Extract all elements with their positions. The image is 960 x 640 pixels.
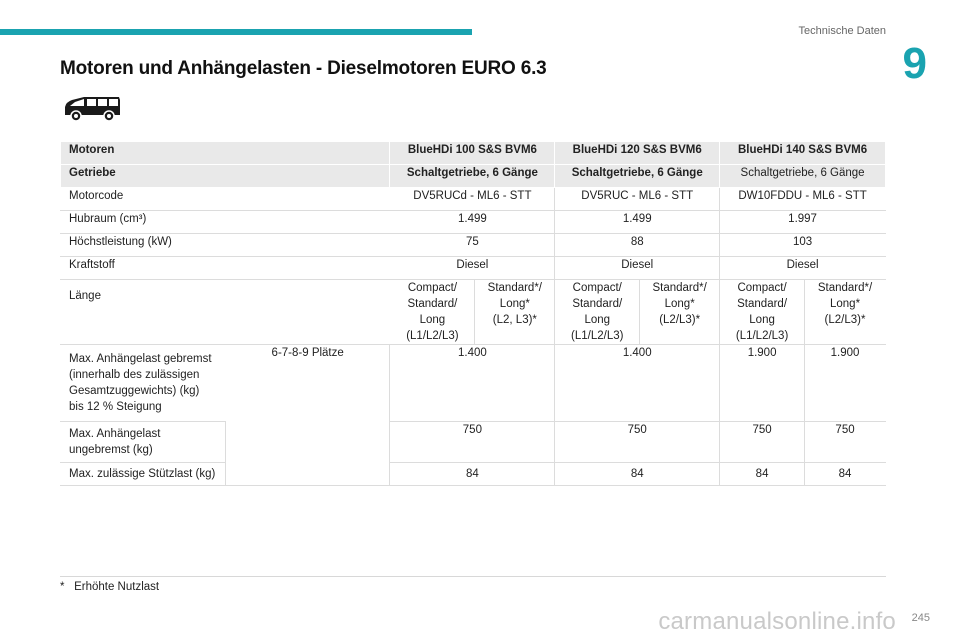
header-accent-bar <box>0 29 472 35</box>
unbraked-load-row: Max. Anhängelast ungebremst (kg) 750 750 … <box>60 421 886 463</box>
length-cell: Compact/Standard/ Long (L1/L2/L3) <box>389 279 476 345</box>
footnote-mark: * <box>60 581 65 593</box>
table-cell: Diesel <box>719 256 886 280</box>
table-cell: DV5RUC - ML6 - STT <box>554 187 721 211</box>
row-label: Kraftstoff <box>59 256 391 280</box>
nose-weight-row: Max. zulässige Stützlast (kg) 84 84 84 8… <box>60 462 886 486</box>
table-cell: 88 <box>554 233 721 257</box>
row-label: Max. Anhängelast gebremst (innerhalb des … <box>60 344 226 422</box>
table-cell: DV5RUCd - ML6 - STT <box>389 187 556 211</box>
length-cell: Standard*/Long* (L2/L3)* <box>639 279 721 345</box>
table-cell: Diesel <box>389 256 556 280</box>
row-label: Motorcode <box>59 187 391 211</box>
table-cell: 750 <box>554 421 721 463</box>
gearbox-row: Getriebe Schaltgetriebe, 6 Gänge Schaltg… <box>59 164 886 188</box>
table-cell: Schaltgetriebe, 6 Gänge <box>719 164 886 188</box>
seats-cell: 6-7-8-9 Plätze <box>224 344 391 486</box>
table-row: Höchstleistung (kW) 75 88 103 <box>59 233 886 257</box>
table-cell: 1.400 <box>554 344 721 422</box>
table-cell: 1.499 <box>389 210 556 234</box>
table-row: Kraftstoff Diesel Diesel Diesel <box>59 256 886 280</box>
footnote-text: Erhöhte Nutzlast <box>74 581 160 593</box>
table-cell: 1.900 <box>719 344 806 422</box>
table-cell: DW10FDDU - ML6 - STT <box>719 187 886 211</box>
header-cell: BlueHDi 140 S&S BVM6 <box>719 141 886 165</box>
table-cell: 1.400 <box>389 344 556 422</box>
table-row: Hubraum (cm³) 1.499 1.499 1.997 <box>59 210 886 234</box>
table-cell: Schaltgetriebe, 6 Gänge <box>554 164 721 188</box>
table-cell: 84 <box>554 462 721 486</box>
length-cell: Compact/Standard/ Long (L1/L2/L3) <box>719 279 806 345</box>
row-label: Höchstleistung (kW) <box>59 233 391 257</box>
table-header-row: Motoren BlueHDi 100 S&S BVM6 BlueHDi 120… <box>59 141 886 165</box>
table-cell: 103 <box>719 233 886 257</box>
page-number: 245 <box>911 612 930 624</box>
braked-load-row: Max. Anhängelast gebremst (innerhalb des … <box>60 344 886 486</box>
header-cell: BlueHDi 100 S&S BVM6 <box>389 141 556 165</box>
table-cell: 1.997 <box>719 210 886 234</box>
engine-specs-table: Motoren BlueHDi 100 S&S BVM6 BlueHDi 120… <box>59 141 886 486</box>
table-row: Motorcode DV5RUCd - ML6 - STT DV5RUC - M… <box>59 187 886 211</box>
row-label: Max. Anhängelast ungebremst (kg) <box>60 421 226 463</box>
chapter-number: 9 <box>902 39 927 88</box>
watermark: carmanualsonline.info <box>658 608 896 635</box>
length-row: Länge Compact/Standard/ Long (L1/L2/L3) S… <box>59 279 886 345</box>
table-cell: 84 <box>719 462 806 486</box>
length-cell: Standard*/Long* (L2/L3)* <box>804 279 886 345</box>
table-cell: 84 <box>804 462 886 486</box>
footnote: * Erhöhte Nutzlast <box>60 581 159 593</box>
row-label: Hubraum (cm³) <box>59 210 391 234</box>
row-label: Getriebe <box>59 164 391 188</box>
length-cell: Standard*/Long* (L2, L3)* <box>474 279 556 345</box>
row-label: Max. zulässige Stützlast (kg) <box>60 462 226 486</box>
table-cell: 750 <box>804 421 886 463</box>
section-title: Technische Daten <box>798 25 886 37</box>
table-cell: 75 <box>389 233 556 257</box>
van-icon <box>65 97 120 122</box>
footnote-divider <box>60 576 886 577</box>
table-cell: 750 <box>389 421 556 463</box>
table-cell: 84 <box>389 462 556 486</box>
table-cell: 750 <box>719 421 806 463</box>
length-cell: Compact/Standard/ Long (L1/L2/L3) <box>554 279 641 345</box>
table-cell: Diesel <box>554 256 721 280</box>
table-cell: 1.900 <box>804 344 886 422</box>
table-cell: 1.499 <box>554 210 721 234</box>
row-label: Länge <box>59 279 391 345</box>
header-cell: BlueHDi 120 S&S BVM6 <box>554 141 721 165</box>
table-cell: Schaltgetriebe, 6 Gänge <box>389 164 556 188</box>
page-title: Motoren und Anhängelasten - Dieselmotore… <box>60 58 547 79</box>
header-cell: Motoren <box>59 141 391 165</box>
